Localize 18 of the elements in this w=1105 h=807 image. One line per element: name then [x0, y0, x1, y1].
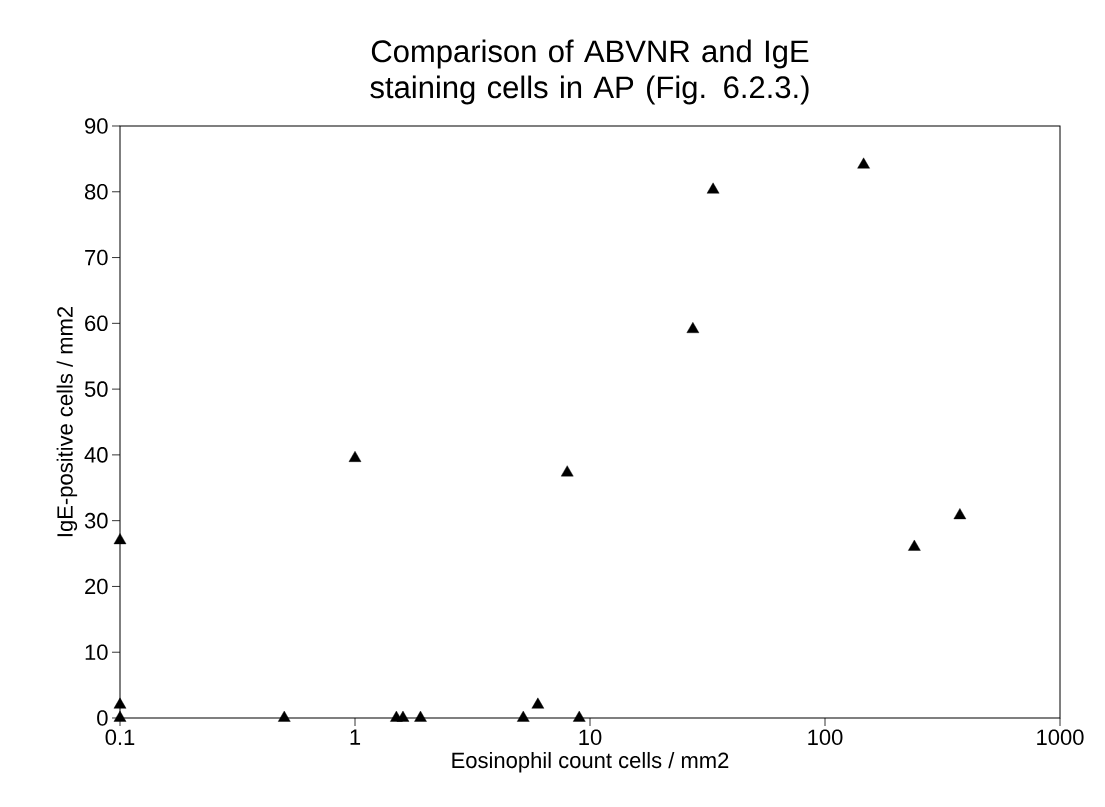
y-tick-label: 20 — [85, 578, 108, 595]
y-tick-label: 50 — [84, 381, 108, 397]
y-tick-label: 80 — [84, 183, 108, 200]
x-tick-label: 1000 — [1037, 729, 1084, 746]
x-axis-title: Eosinophil count cells / mm2 — [452, 751, 729, 773]
y-tick-label: 30 — [84, 512, 108, 529]
chart-title: Comparison of ABVNR and IgE staining cells in AP (Fig. 6.2.3.) — [370, 39, 809, 105]
y-tick-label: 10 — [85, 644, 108, 661]
y-tick-label: 40 — [84, 447, 108, 463]
y-axis-title: IgE-positive cells / mm2 — [56, 306, 78, 537]
y-tick-label: 70 — [85, 249, 108, 266]
x-tick-label: 10 — [579, 729, 602, 746]
x-tick-label: 0.1 — [105, 729, 135, 746]
y-tick-label: 60 — [85, 315, 108, 332]
x-tick-label: 100 — [808, 729, 843, 746]
y-tick-label: 0 — [97, 710, 108, 726]
x-tick-label: 1 — [350, 729, 361, 745]
y-tick-label: 90 — [85, 118, 108, 134]
